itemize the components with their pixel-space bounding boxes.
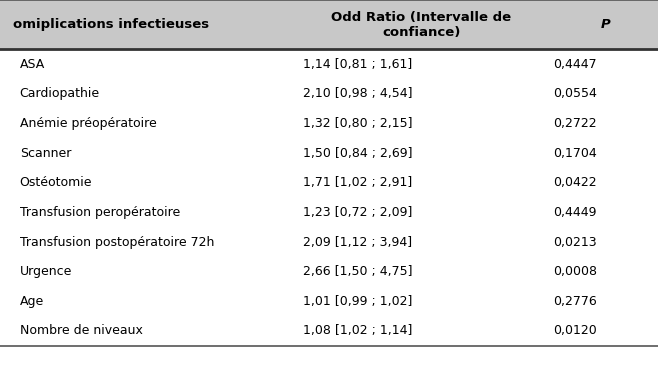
Text: 2,09 [1,12 ; 3,94]: 2,09 [1,12 ; 3,94] [303, 236, 412, 249]
Text: 1,50 [0,84 ; 2,69]: 1,50 [0,84 ; 2,69] [303, 147, 412, 160]
Text: 0,0008: 0,0008 [553, 265, 597, 278]
Text: 1,23 [0,72 ; 2,09]: 1,23 [0,72 ; 2,09] [303, 206, 412, 219]
Text: Transfusion peropératoire: Transfusion peropératoire [20, 206, 180, 219]
FancyBboxPatch shape [0, 79, 658, 109]
FancyBboxPatch shape [0, 227, 658, 257]
Text: Nombre de niveaux: Nombre de niveaux [20, 325, 143, 337]
FancyBboxPatch shape [0, 168, 658, 198]
Text: Anémie préopératoire: Anémie préopératoire [20, 117, 157, 130]
Text: omiplications infectieuses: omiplications infectieuses [13, 18, 209, 31]
Text: 0,0422: 0,0422 [553, 176, 596, 189]
Text: P: P [601, 18, 610, 31]
Text: Scanner: Scanner [20, 147, 71, 160]
Text: 0,2722: 0,2722 [553, 117, 596, 130]
Text: 1,01 [0,99 ; 1,02]: 1,01 [0,99 ; 1,02] [303, 295, 412, 308]
Text: 1,14 [0,81 ; 1,61]: 1,14 [0,81 ; 1,61] [303, 58, 412, 71]
Text: 2,66 [1,50 ; 4,75]: 2,66 [1,50 ; 4,75] [303, 265, 412, 278]
Text: Transfusion postopératoire 72h: Transfusion postopératoire 72h [20, 236, 214, 249]
Text: 0,1704: 0,1704 [553, 147, 596, 160]
Text: 0,4447: 0,4447 [553, 58, 596, 71]
Text: Cardiopathie: Cardiopathie [20, 87, 100, 100]
Text: Urgence: Urgence [20, 265, 72, 278]
Text: Odd Ratio (Intervalle de
confiance): Odd Ratio (Intervalle de confiance) [331, 11, 511, 39]
Text: 1,08 [1,02 ; 1,14]: 1,08 [1,02 ; 1,14] [303, 325, 412, 337]
Text: 1,71 [1,02 ; 2,91]: 1,71 [1,02 ; 2,91] [303, 176, 412, 189]
Text: 1,32 [0,80 ; 2,15]: 1,32 [0,80 ; 2,15] [303, 117, 412, 130]
FancyBboxPatch shape [0, 109, 658, 138]
FancyBboxPatch shape [0, 287, 658, 316]
FancyBboxPatch shape [0, 49, 658, 79]
Text: 0,0213: 0,0213 [553, 236, 596, 249]
FancyBboxPatch shape [0, 138, 658, 168]
FancyBboxPatch shape [0, 198, 658, 227]
Text: ASA: ASA [20, 58, 45, 71]
Text: 0,2776: 0,2776 [553, 295, 596, 308]
Text: 0,4449: 0,4449 [553, 206, 596, 219]
Text: 0,0554: 0,0554 [553, 87, 597, 100]
FancyBboxPatch shape [0, 316, 658, 346]
Text: 2,10 [0,98 ; 4,54]: 2,10 [0,98 ; 4,54] [303, 87, 412, 100]
Text: Ostéotomie: Ostéotomie [20, 176, 92, 189]
Text: Age: Age [20, 295, 44, 308]
Text: 0,0120: 0,0120 [553, 325, 596, 337]
FancyBboxPatch shape [0, 257, 658, 287]
FancyBboxPatch shape [0, 0, 658, 49]
